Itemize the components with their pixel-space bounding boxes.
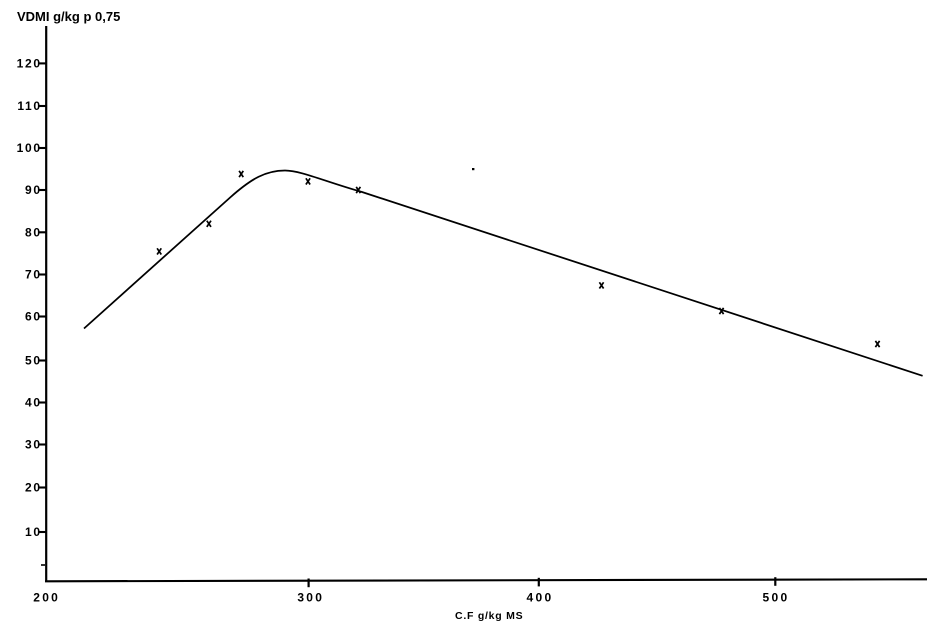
svg-text:200: 200 bbox=[33, 591, 60, 605]
svg-text:60: 60 bbox=[25, 310, 42, 324]
svg-text:300: 300 bbox=[297, 591, 324, 605]
svg-text:120: 120 bbox=[17, 57, 42, 71]
svg-text:80: 80 bbox=[25, 226, 42, 240]
svg-text:50: 50 bbox=[25, 354, 42, 368]
svg-text:400: 400 bbox=[527, 591, 554, 605]
svg-text:40: 40 bbox=[25, 396, 42, 410]
svg-text:110: 110 bbox=[17, 99, 41, 113]
svg-text:70: 70 bbox=[25, 268, 42, 282]
svg-text:500: 500 bbox=[763, 591, 790, 605]
svg-text:20: 20 bbox=[25, 481, 42, 495]
svg-text:90: 90 bbox=[25, 183, 42, 197]
svg-text:100: 100 bbox=[17, 141, 42, 155]
svg-text:VDMI g/kg p 0,75: VDMI g/kg p 0,75 bbox=[17, 9, 120, 24]
svg-text:30: 30 bbox=[25, 438, 42, 452]
svg-text:C.F g/kg MS: C.F g/kg MS bbox=[455, 610, 523, 622]
svg-text:10: 10 bbox=[25, 525, 42, 539]
